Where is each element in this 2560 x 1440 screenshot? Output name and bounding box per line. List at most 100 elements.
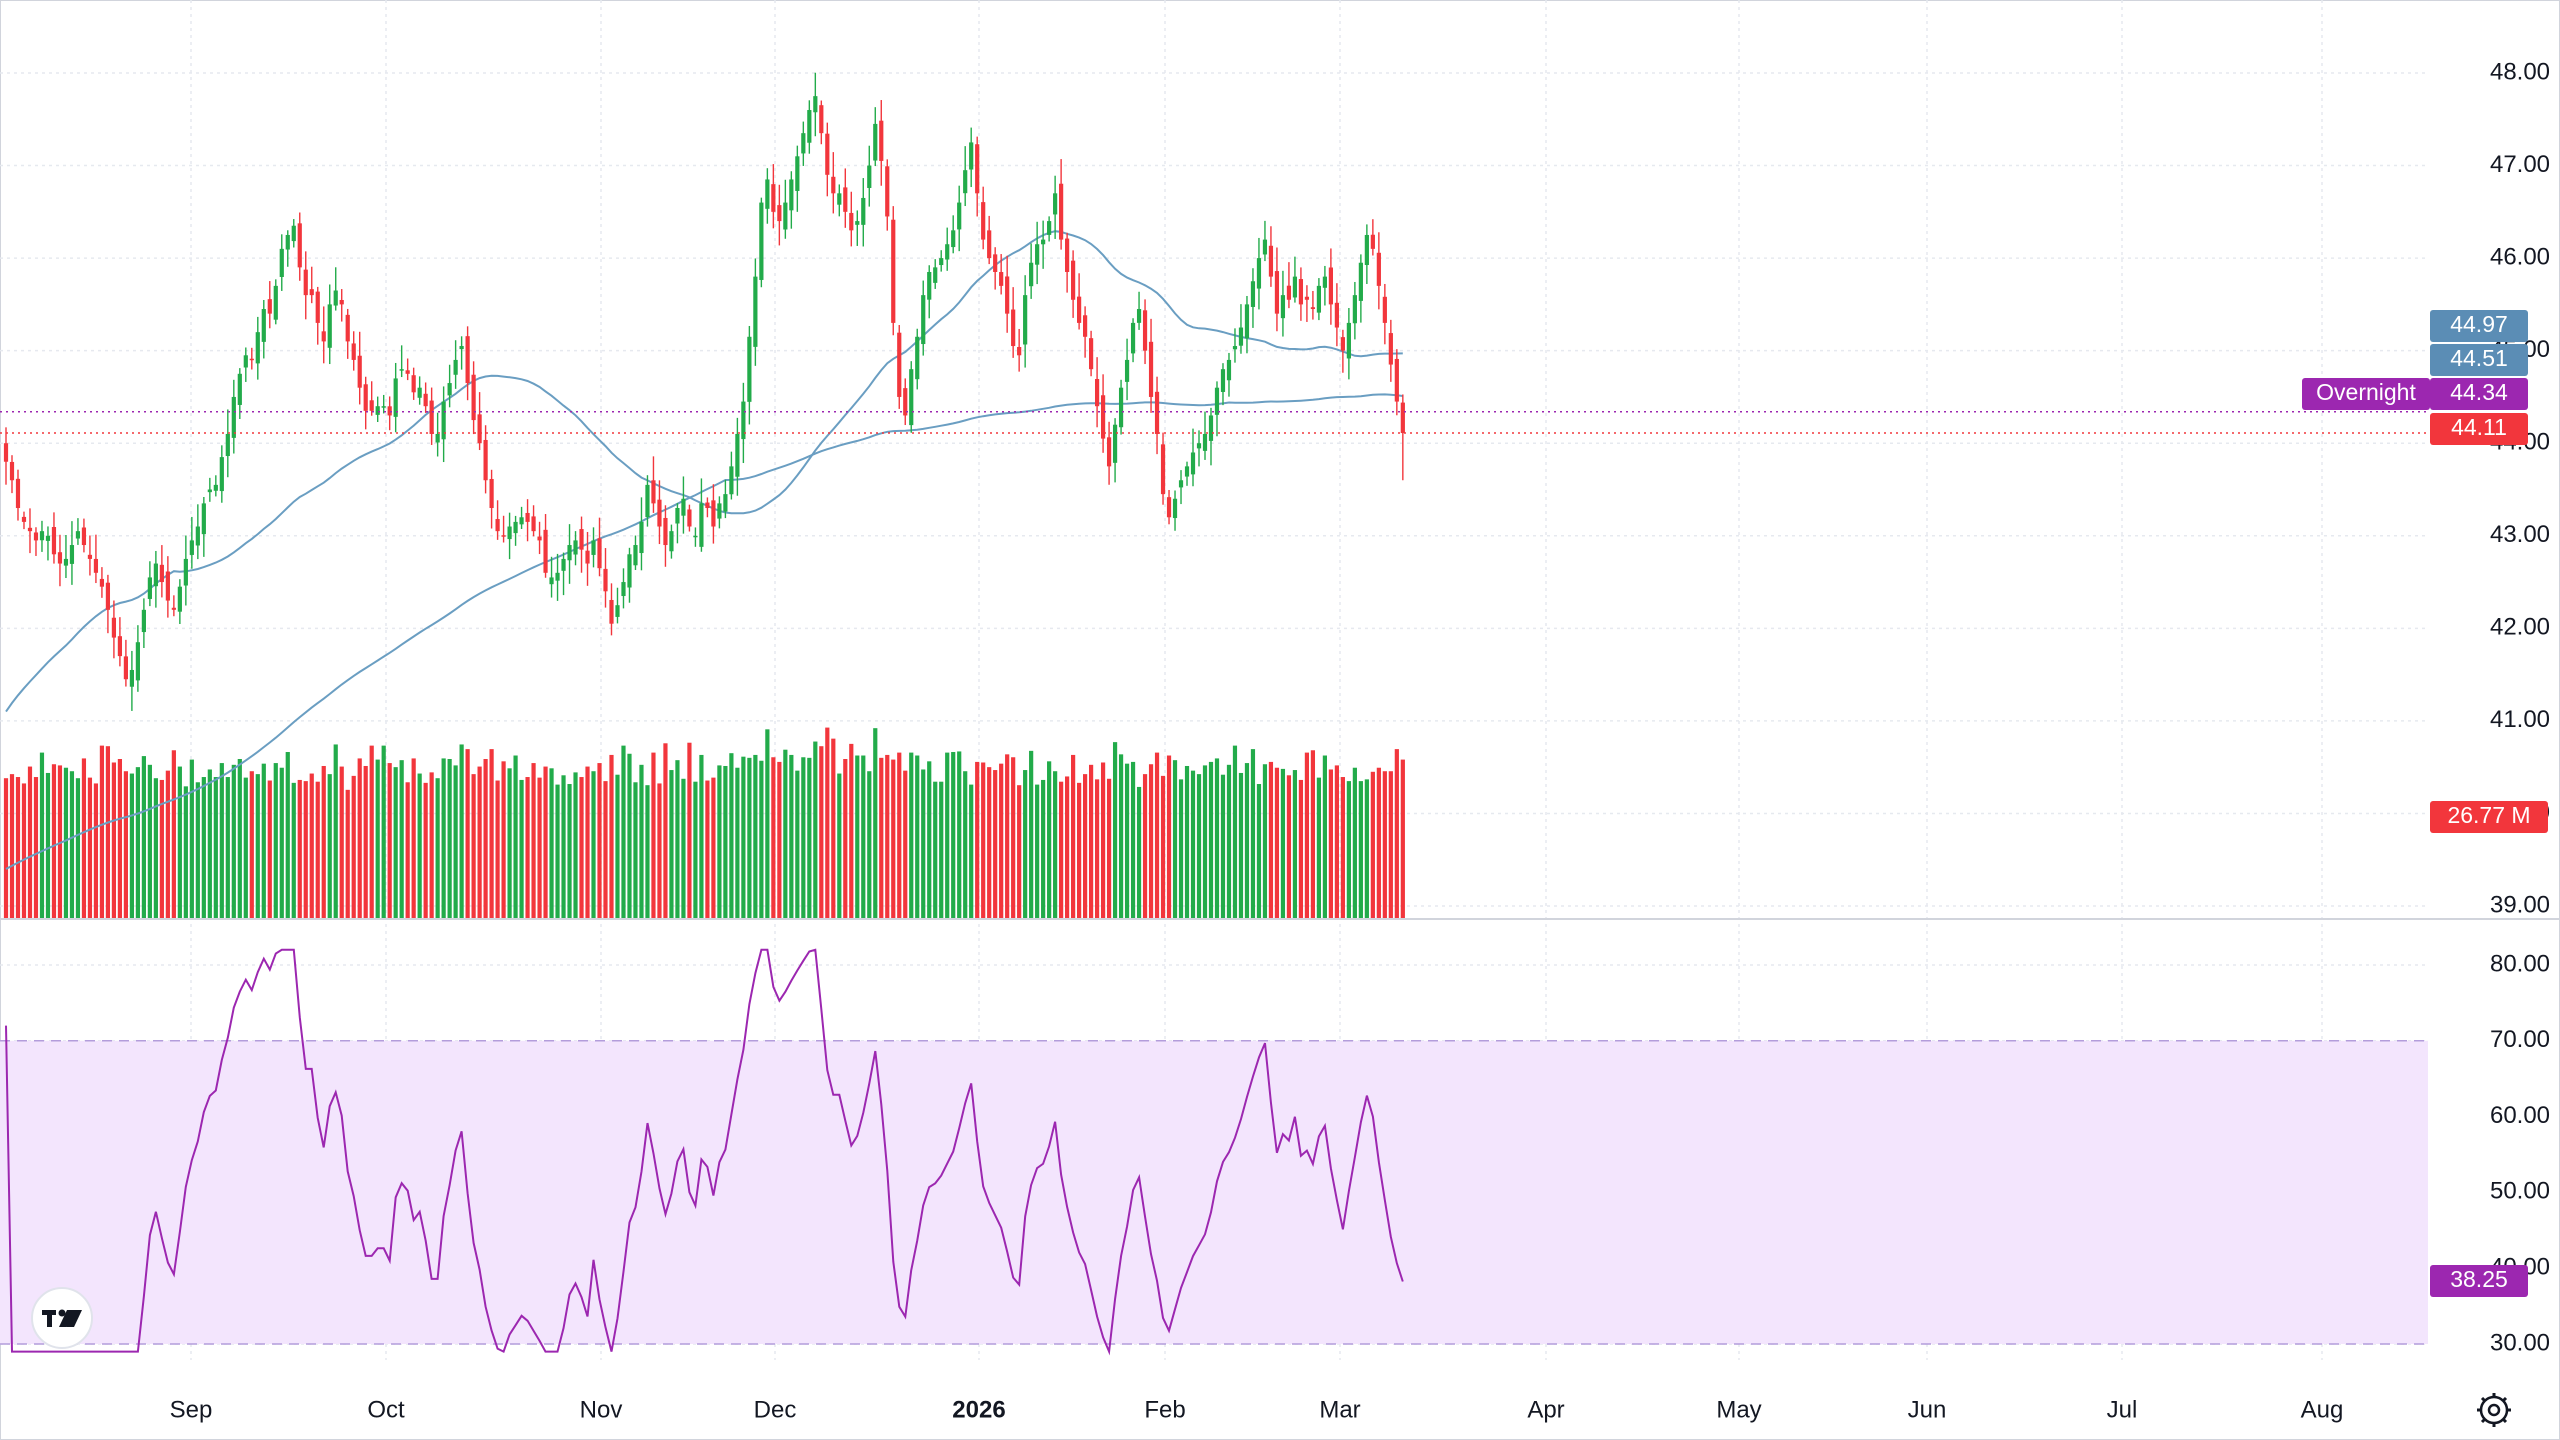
candle-body[interactable]	[597, 538, 602, 569]
candle-body[interactable]	[1208, 415, 1214, 441]
candle-body[interactable]	[1262, 239, 1268, 255]
candle-body[interactable]	[1388, 333, 1393, 365]
candle-body[interactable]	[1118, 387, 1124, 428]
candle-body[interactable]	[267, 299, 272, 314]
candle-body[interactable]	[417, 387, 422, 398]
candle-body[interactable]	[921, 295, 926, 345]
candle-body[interactable]	[789, 179, 794, 211]
candle-body[interactable]	[99, 578, 105, 587]
candle-body[interactable]	[879, 120, 884, 161]
candle-body[interactable]	[105, 582, 111, 610]
candle-body[interactable]	[747, 336, 752, 402]
candle-body[interactable]	[699, 503, 704, 547]
candle-body[interactable]	[873, 123, 878, 161]
candle-body[interactable]	[171, 607, 176, 610]
candle-body[interactable]	[1100, 395, 1106, 439]
candle-body[interactable]	[663, 517, 668, 546]
candle-body[interactable]	[1011, 309, 1016, 347]
candle-body[interactable]	[1088, 338, 1094, 370]
candle-body[interactable]	[255, 332, 260, 364]
candle-body[interactable]	[321, 331, 326, 342]
candle-body[interactable]	[717, 503, 722, 519]
candle-body[interactable]	[39, 531, 45, 541]
candle-body[interactable]	[753, 276, 758, 347]
candle-body[interactable]	[1023, 295, 1028, 345]
candle-body[interactable]	[375, 406, 380, 415]
candle-body[interactable]	[183, 558, 188, 586]
candle-body[interactable]	[237, 373, 242, 405]
candle-body[interactable]	[645, 484, 650, 518]
candle-body[interactable]	[189, 540, 194, 555]
candle-body[interactable]	[303, 269, 308, 296]
candle-body[interactable]	[993, 254, 998, 272]
candle-body[interactable]	[1184, 466, 1190, 477]
candle-body[interactable]	[297, 223, 302, 268]
candle-body[interactable]	[1310, 307, 1316, 310]
candle-body[interactable]	[585, 550, 590, 564]
candle-body[interactable]	[225, 433, 230, 457]
candle-body[interactable]	[1083, 315, 1088, 337]
candle-body[interactable]	[15, 478, 21, 509]
candle-body[interactable]	[465, 336, 470, 384]
candle-body[interactable]	[1094, 379, 1100, 407]
candle-body[interactable]	[501, 535, 506, 537]
candle-body[interactable]	[945, 244, 950, 260]
candle-body[interactable]	[519, 517, 524, 525]
candle-body[interactable]	[147, 577, 152, 599]
candle-body[interactable]	[1232, 346, 1238, 350]
candle-body[interactable]	[735, 433, 740, 477]
candle-body[interactable]	[429, 400, 434, 434]
candle-body[interactable]	[453, 359, 458, 375]
candle-body[interactable]	[1244, 304, 1250, 339]
candle-body[interactable]	[81, 527, 87, 546]
candle-body[interactable]	[477, 414, 482, 444]
candle-body[interactable]	[1214, 387, 1220, 415]
candle-body[interactable]	[891, 219, 896, 323]
candle-body[interactable]	[861, 197, 866, 225]
candle-body[interactable]	[1268, 245, 1274, 277]
candle-body[interactable]	[579, 529, 584, 550]
candle-body[interactable]	[603, 568, 608, 592]
candle-body[interactable]	[75, 531, 81, 539]
candle-body[interactable]	[567, 545, 572, 561]
candle-body[interactable]	[423, 393, 428, 407]
candle-body[interactable]	[1160, 444, 1166, 495]
candle-body[interactable]	[675, 508, 680, 524]
candle-body[interactable]	[867, 165, 872, 188]
candle-body[interactable]	[1196, 443, 1202, 449]
candle-body[interactable]	[495, 519, 500, 532]
candle-body[interactable]	[969, 142, 974, 170]
candle-body[interactable]	[1334, 302, 1339, 328]
candle-body[interactable]	[573, 540, 578, 555]
candle-body[interactable]	[1071, 260, 1076, 300]
candle-body[interactable]	[531, 516, 536, 532]
candle-body[interactable]	[309, 289, 314, 296]
settings-icon[interactable]	[2477, 1393, 2511, 1427]
candle-body[interactable]	[1112, 424, 1118, 463]
candle-body[interactable]	[1226, 359, 1232, 381]
candle-body[interactable]	[633, 545, 638, 566]
candle-body[interactable]	[345, 314, 350, 342]
candle-body[interactable]	[837, 193, 842, 205]
candlestick-layer[interactable]	[3, 72, 1405, 711]
candle-body[interactable]	[831, 176, 836, 194]
candle-body[interactable]	[1376, 252, 1381, 286]
candle-body[interactable]	[87, 554, 93, 559]
candle-body[interactable]	[27, 527, 33, 532]
candle-body[interactable]	[801, 133, 806, 154]
candle-body[interactable]	[681, 498, 686, 516]
candle-body[interactable]	[897, 332, 902, 397]
tradingview-logo-icon[interactable]	[31, 1287, 93, 1349]
candle-body[interactable]	[243, 355, 248, 368]
candle-body[interactable]	[1124, 359, 1130, 382]
candle-body[interactable]	[561, 558, 566, 571]
candle-body[interactable]	[387, 406, 392, 416]
candle-body[interactable]	[1346, 322, 1351, 359]
candle-body[interactable]	[819, 105, 824, 134]
candle-body[interactable]	[399, 369, 404, 371]
candle-body[interactable]	[1304, 296, 1310, 300]
candle-body[interactable]	[741, 401, 746, 440]
candle-body[interactable]	[1041, 239, 1046, 245]
candle-body[interactable]	[51, 527, 57, 555]
